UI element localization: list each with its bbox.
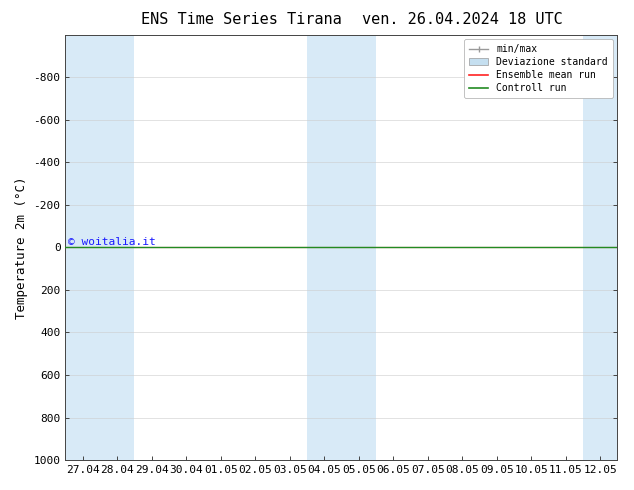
Bar	[342, 35, 376, 460]
Bar	[65, 35, 100, 460]
Legend: min/max, Deviazione standard, Ensemble mean run, Controll run: min/max, Deviazione standard, Ensemble m…	[464, 40, 612, 98]
Text: ven. 26.04.2024 18 UTC: ven. 26.04.2024 18 UTC	[363, 12, 563, 27]
Text: ENS Time Series Tirana: ENS Time Series Tirana	[141, 12, 341, 27]
Y-axis label: Temperature 2m (°C): Temperature 2m (°C)	[15, 176, 28, 318]
Text: © woitalia.it: © woitalia.it	[68, 237, 156, 247]
Bar	[307, 35, 342, 460]
Bar	[100, 35, 134, 460]
Bar	[583, 35, 618, 460]
